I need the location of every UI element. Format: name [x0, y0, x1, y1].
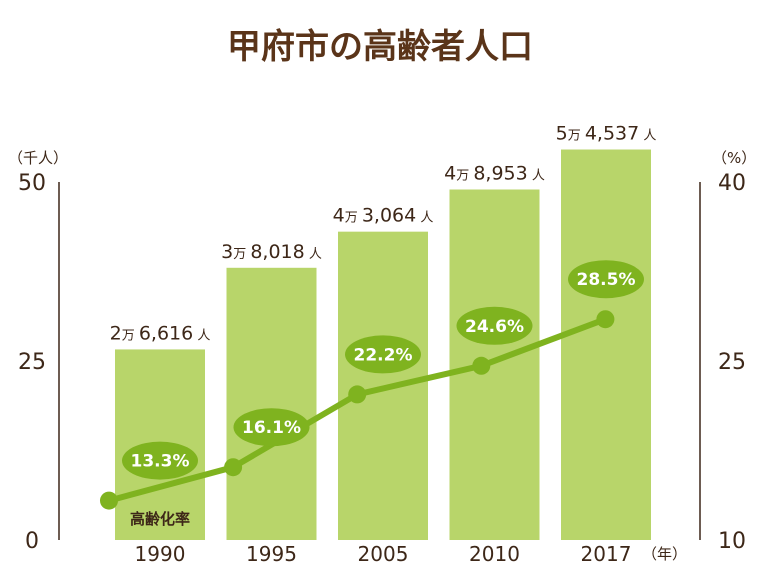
- bar: [226, 267, 317, 540]
- bar: [449, 189, 540, 540]
- right-tick-label: 40: [718, 171, 746, 196]
- rate-point: [100, 491, 118, 510]
- rate-badge: [233, 408, 310, 447]
- bar-value-label: 2万 6,616 人: [110, 322, 211, 344]
- rate-point: [472, 356, 491, 375]
- bar-value-label: 3万 8,018 人: [221, 241, 322, 263]
- rate-value-label: 22.2%: [354, 345, 413, 365]
- rate-series-label: 高齢化率: [130, 510, 190, 528]
- right-tick-label: 25: [718, 350, 746, 375]
- left-tick-label: 0: [25, 529, 39, 554]
- x-tick-label: 2005: [358, 542, 409, 566]
- chart-title: 甲府市の高齢者人口: [227, 27, 533, 67]
- rate-point: [224, 458, 243, 477]
- rate-point: [348, 385, 367, 404]
- x-tick-label: 1990: [135, 542, 186, 566]
- rate-value-label: 13.3%: [131, 452, 190, 472]
- rate-point: [596, 310, 615, 329]
- rate-badge: [122, 441, 198, 480]
- rate-value-label: 24.6%: [465, 317, 524, 337]
- bar-value-label: 4万 3,064 人: [333, 205, 434, 227]
- x-axis-unit: （年）: [642, 545, 687, 563]
- rate-badge: [456, 306, 533, 345]
- bar: [561, 149, 651, 540]
- x-tick-label: 2010: [469, 542, 520, 566]
- right-axis-unit: （%）: [712, 149, 756, 167]
- bar-value-label: 4万 8,953 人: [444, 162, 545, 184]
- rate-badge: [568, 260, 644, 299]
- left-axis-unit: （千人）: [8, 149, 68, 167]
- x-tick-label: 2017: [581, 542, 632, 566]
- bar-value-label: 5万 4,537 人: [556, 123, 657, 145]
- left-tick-label: 25: [18, 350, 46, 375]
- x-tick-label: 1995: [246, 542, 297, 566]
- rate-badge: [345, 335, 421, 374]
- rate-value-label: 28.5%: [577, 270, 636, 290]
- rate-value-label: 16.1%: [242, 418, 301, 438]
- right-tick-label: 10: [718, 529, 746, 554]
- left-tick-label: 50: [18, 171, 46, 196]
